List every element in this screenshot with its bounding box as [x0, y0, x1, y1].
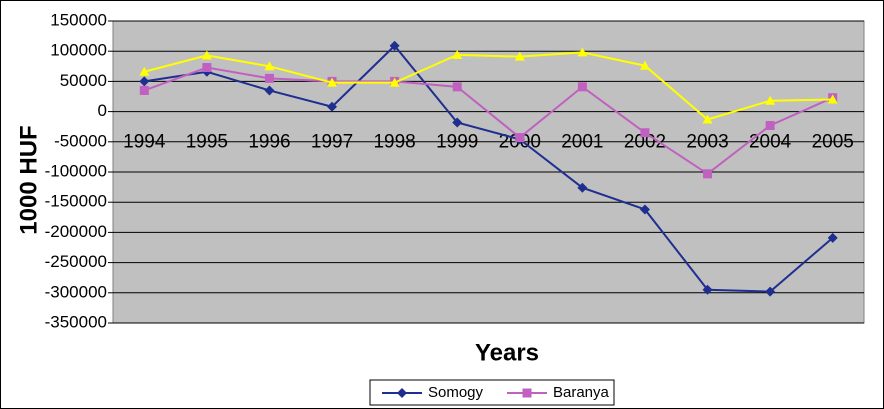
point — [327, 101, 338, 112]
point — [389, 40, 400, 51]
x-tick-label: 2005 — [812, 132, 854, 153]
series-line — [144, 44, 834, 293]
point — [327, 77, 338, 87]
legend-label: Baranya — [553, 384, 610, 401]
point — [139, 76, 150, 87]
legend-marker — [397, 388, 407, 398]
point — [577, 82, 587, 92]
point — [452, 82, 462, 92]
x-tick-label: 2003 — [686, 132, 728, 153]
y-tick-label: -350000 — [45, 312, 107, 331]
point — [827, 232, 838, 243]
point — [765, 286, 776, 297]
y-tick-label: -100000 — [45, 161, 107, 180]
point — [452, 49, 463, 59]
y-tick-label: 150000 — [50, 10, 107, 29]
point — [515, 133, 525, 143]
point — [389, 77, 400, 87]
y-tick-label: -300000 — [45, 282, 107, 301]
y-tick-label: 0 — [98, 101, 107, 120]
y-tick-label: -50000 — [54, 131, 107, 150]
point — [639, 60, 650, 70]
x-tick-label: 1994 — [123, 132, 166, 153]
point — [139, 85, 149, 95]
point — [703, 169, 713, 179]
x-tick-label: 2001 — [561, 132, 603, 153]
point — [514, 51, 525, 61]
point — [577, 47, 588, 57]
x-tick-label: 1997 — [311, 132, 353, 153]
series-line — [143, 66, 834, 176]
y-tick-label: -150000 — [45, 192, 107, 211]
point — [640, 128, 650, 138]
point — [139, 66, 150, 76]
y-tick-label: -200000 — [45, 222, 107, 241]
point — [827, 94, 838, 104]
x-tick-label: 1999 — [436, 132, 478, 153]
point — [702, 284, 713, 295]
series-line — [144, 51, 833, 121]
point — [765, 95, 776, 105]
x-tick-label: 2002 — [624, 132, 666, 153]
point — [264, 85, 275, 96]
legend-label: Somogy — [428, 384, 484, 401]
y-tick-label: 50000 — [60, 71, 107, 90]
point — [765, 120, 775, 130]
legend-marker — [522, 388, 532, 398]
x-tick-label: 1996 — [248, 132, 290, 153]
x-tick-label: 1998 — [373, 132, 415, 153]
point — [201, 50, 212, 60]
point — [577, 182, 588, 193]
point — [264, 61, 275, 71]
y-tick-label: -250000 — [45, 252, 107, 271]
point — [639, 204, 650, 215]
point — [264, 73, 274, 83]
x-tick-label: 1995 — [186, 132, 228, 153]
y-axis-title: 1000 HUF — [15, 125, 42, 234]
point — [702, 114, 713, 124]
x-axis-title: Years — [475, 339, 539, 366]
y-tick-label: 100000 — [50, 41, 107, 60]
point — [452, 117, 463, 128]
point — [202, 63, 212, 73]
x-tick-label: 2004 — [749, 132, 792, 153]
